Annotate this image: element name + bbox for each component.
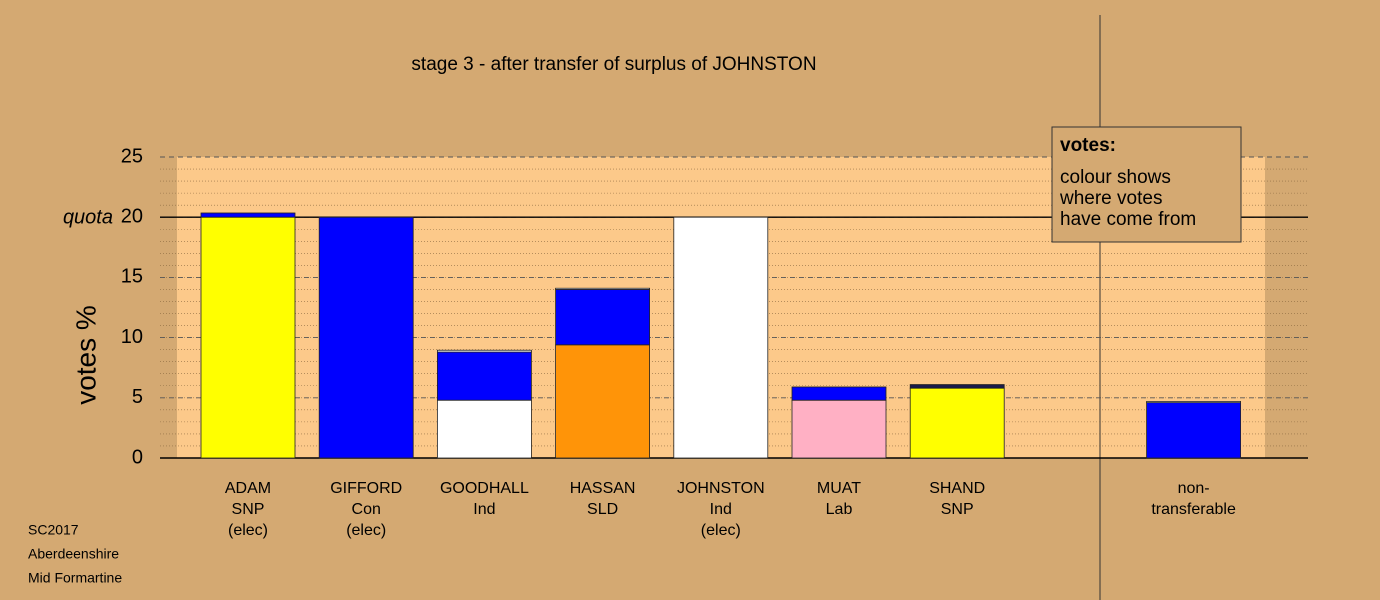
legend-text: colour shows [1060,167,1171,188]
y-tick-label: 5 [132,386,143,408]
y-tick-label: 25 [121,145,143,167]
x-tick-label: SNP [941,501,974,518]
x-tick-label: transferable [1151,501,1236,518]
bar-segment [436,351,532,401]
x-tick-label: Lab [826,501,853,518]
y-tick-label: 20 [121,205,143,227]
bar-segment [909,387,1005,459]
x-tick-label: Con [352,501,381,518]
x-tick-label: SLD [587,501,618,518]
bar-segment [909,384,1005,389]
bar-segment [200,216,296,459]
bar-segment [555,289,650,346]
bar-segment [436,399,532,459]
bar-segment [200,212,296,218]
x-tick-label: Ind [473,501,495,518]
x-tick-label: MUAT [817,480,861,497]
x-tick-label: GOODHALL [440,480,529,497]
legend-text: have come from [1060,209,1196,230]
x-tick-label: non- [1178,480,1210,497]
x-tick-label: HASSAN [570,480,636,497]
x-tick-label: SHAND [929,480,985,497]
chart-title: stage 3 - after transfer of surplus of J… [411,54,816,75]
x-tick-label: (elec) [346,522,386,539]
footnote: SC2017 [28,522,79,538]
x-tick-label: SNP [232,501,265,518]
bar-segment [1146,401,1241,404]
y-tick-label: 15 [121,266,143,288]
y-tick-label: 10 [121,326,143,348]
legend-box [1051,126,1242,243]
bar-segment [791,386,887,401]
y-axis-label: votes % [70,305,101,405]
legend-title: votes: [1060,135,1116,156]
bar-segment [673,216,769,459]
footnote: Aberdeenshire [28,546,119,562]
bar-segment [318,216,414,459]
x-tick-label: JOHNSTON [677,480,765,497]
bar-segment [1146,402,1241,459]
y-tick-label: 0 [132,446,143,468]
bar-segment [791,399,887,459]
x-tick-label: ADAM [225,480,271,497]
x-tick-label: GIFFORD [330,480,402,497]
bar-segment [436,349,532,353]
x-tick-label: Ind [710,501,732,518]
x-tick-label: (elec) [701,522,741,539]
footnote: Mid Formartine [28,570,122,586]
legend-text: where votes [1059,188,1162,209]
bar-segment [555,344,650,459]
x-tick-label: (elec) [228,522,268,539]
quota-label: quota [63,206,113,228]
bar-segment [555,287,650,290]
